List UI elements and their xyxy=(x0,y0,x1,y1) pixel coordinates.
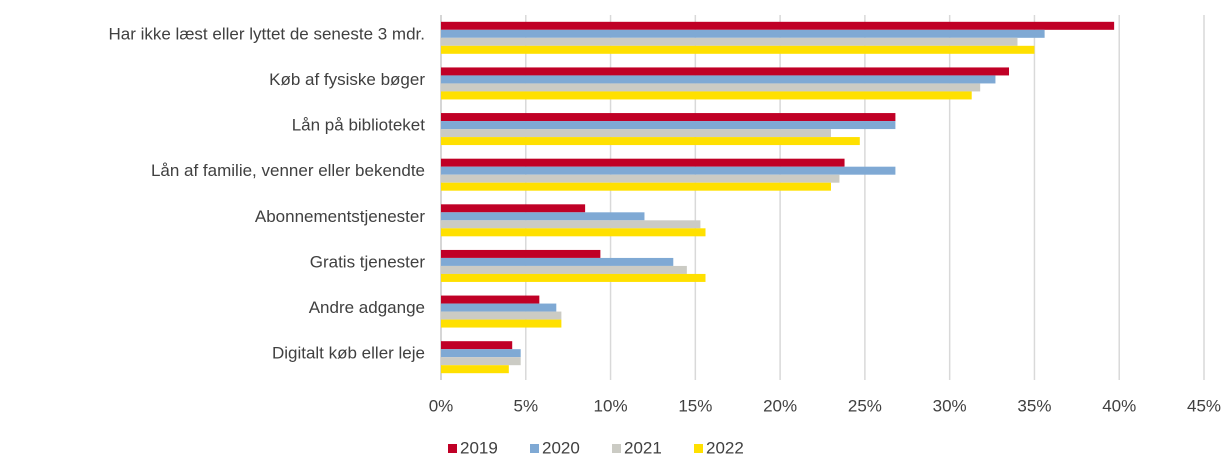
x-tick-label: 25% xyxy=(848,396,882,415)
legend-swatch xyxy=(694,444,703,453)
bar xyxy=(441,174,840,183)
legend-label: 2020 xyxy=(542,438,580,457)
y-tick-label: Gratis tjenester xyxy=(310,252,426,271)
x-tick-label: 5% xyxy=(513,396,538,415)
bar xyxy=(441,45,1035,54)
bar xyxy=(441,212,645,221)
y-tick-label: Digitalt køb eller leje xyxy=(272,344,425,363)
bar xyxy=(441,341,513,350)
y-tick-label: Lån af familie, venner eller bekendte xyxy=(151,161,425,180)
bar xyxy=(441,37,1018,46)
bar xyxy=(441,365,509,374)
x-tick-label: 15% xyxy=(678,396,712,415)
bar xyxy=(441,129,831,138)
bar xyxy=(441,67,1010,76)
bar xyxy=(441,228,706,237)
legend-label: 2019 xyxy=(460,438,498,457)
y-tick-label: Køb af fysiske bøger xyxy=(269,70,425,89)
legend-label: 2022 xyxy=(706,438,744,457)
y-tick-label: Lån på biblioteket xyxy=(292,116,426,135)
y-tick-label: Andre adgange xyxy=(309,298,425,317)
bar xyxy=(441,29,1045,38)
legend-swatch xyxy=(530,444,539,453)
x-tick-label: 30% xyxy=(933,396,967,415)
y-tick-label: Abonnementstjenester xyxy=(255,207,425,226)
bar xyxy=(441,273,706,282)
bar xyxy=(441,91,972,100)
bar xyxy=(441,303,557,312)
bar xyxy=(441,75,996,84)
bar xyxy=(441,357,521,366)
bar xyxy=(441,83,981,92)
bar xyxy=(441,21,1115,30)
legend-swatch xyxy=(448,444,457,453)
bar xyxy=(441,257,674,266)
x-tick-label: 20% xyxy=(763,396,797,415)
bar xyxy=(441,158,845,167)
bar xyxy=(441,295,540,304)
bar xyxy=(441,182,831,191)
x-tick-label: 10% xyxy=(594,396,628,415)
y-tick-label: Har ikke læst eller lyttet de seneste 3 … xyxy=(108,24,425,43)
legend-swatch xyxy=(612,444,621,453)
bar xyxy=(441,137,860,146)
bar xyxy=(441,311,562,320)
legend-label: 2021 xyxy=(624,438,662,457)
x-tick-label: 0% xyxy=(429,396,454,415)
bar xyxy=(441,166,896,175)
bar xyxy=(441,319,562,328)
bar xyxy=(441,204,586,213)
x-tick-label: 35% xyxy=(1017,396,1051,415)
bar xyxy=(441,220,701,229)
bar xyxy=(441,349,521,358)
x-tick-label: 45% xyxy=(1187,396,1221,415)
bar xyxy=(441,249,601,258)
bar xyxy=(441,121,896,130)
x-tick-label: 40% xyxy=(1102,396,1136,415)
bar xyxy=(441,113,896,122)
bar xyxy=(441,265,687,274)
